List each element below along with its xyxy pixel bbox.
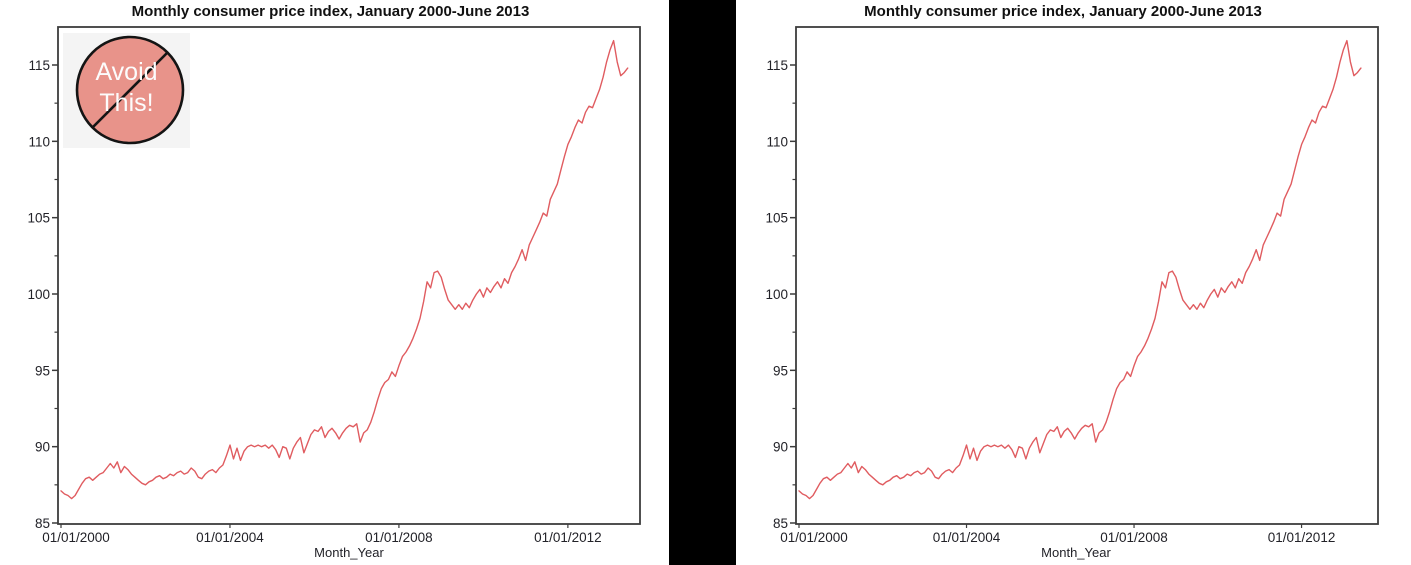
x-tick-label: 01/01/2012 xyxy=(1268,530,1336,545)
divider-bar xyxy=(669,0,736,565)
chart-title: Monthly consumer price index, January 20… xyxy=(131,3,530,20)
y-tick-label: 110 xyxy=(28,134,50,149)
avoid-this-badge: Avoid This! xyxy=(63,33,190,148)
y-tick-label: 105 xyxy=(27,211,50,226)
x-tick-label: 01/01/2004 xyxy=(933,530,1001,545)
badge-text-line1: Avoid xyxy=(95,58,158,86)
y-tick-label: 90 xyxy=(773,440,788,455)
left-chart-panel: Monthly consumer price index, January 20… xyxy=(0,0,661,565)
x-tick-label: 01/01/2000 xyxy=(780,530,848,545)
y-tick-label: 115 xyxy=(28,58,50,73)
badge-text: Avoid This! xyxy=(63,57,190,119)
y-tick-label: 85 xyxy=(35,516,50,531)
y-tick-label: 105 xyxy=(765,211,788,226)
x-tick-label: 01/01/2000 xyxy=(42,530,110,545)
plot-frame xyxy=(795,26,1379,525)
y-tick-label: 100 xyxy=(27,287,50,302)
x-tick-label: 01/01/2012 xyxy=(534,530,602,545)
x-tick-label: 01/01/2004 xyxy=(196,530,264,545)
right-chart-panel: Monthly consumer price index, January 20… xyxy=(737,0,1411,565)
x-axis-label: Month_Year xyxy=(1041,545,1111,560)
x-tick-label: 01/01/2008 xyxy=(1100,530,1168,545)
y-tick-label: 85 xyxy=(773,516,788,531)
x-tick-label: 01/01/2008 xyxy=(365,530,433,545)
cpi-line-series xyxy=(798,39,1362,500)
chart-title: Monthly consumer price index, January 20… xyxy=(864,3,1262,20)
left-plot-svg: 85 90 95 100 105 110 115 01/01/2000 01/01/2004 01… xyxy=(27,26,641,545)
cpi-line-series xyxy=(60,39,629,500)
y-tick-label: 90 xyxy=(35,440,50,455)
y-tick-label: 95 xyxy=(773,363,788,378)
y-tick-label: 100 xyxy=(765,287,788,302)
x-axis-label: Month_Year xyxy=(314,545,384,560)
right-plot-svg: 85 90 95 100 105 110 115 01/01/2000 01/01/2004 01… xyxy=(765,26,1379,545)
badge-text-line2: This! xyxy=(99,89,154,117)
y-tick-label: 95 xyxy=(35,363,50,378)
y-tick-label: 115 xyxy=(766,58,788,73)
plot-frame xyxy=(57,26,641,525)
no-sign-icon xyxy=(75,35,185,145)
y-tick-label: 110 xyxy=(766,134,788,149)
